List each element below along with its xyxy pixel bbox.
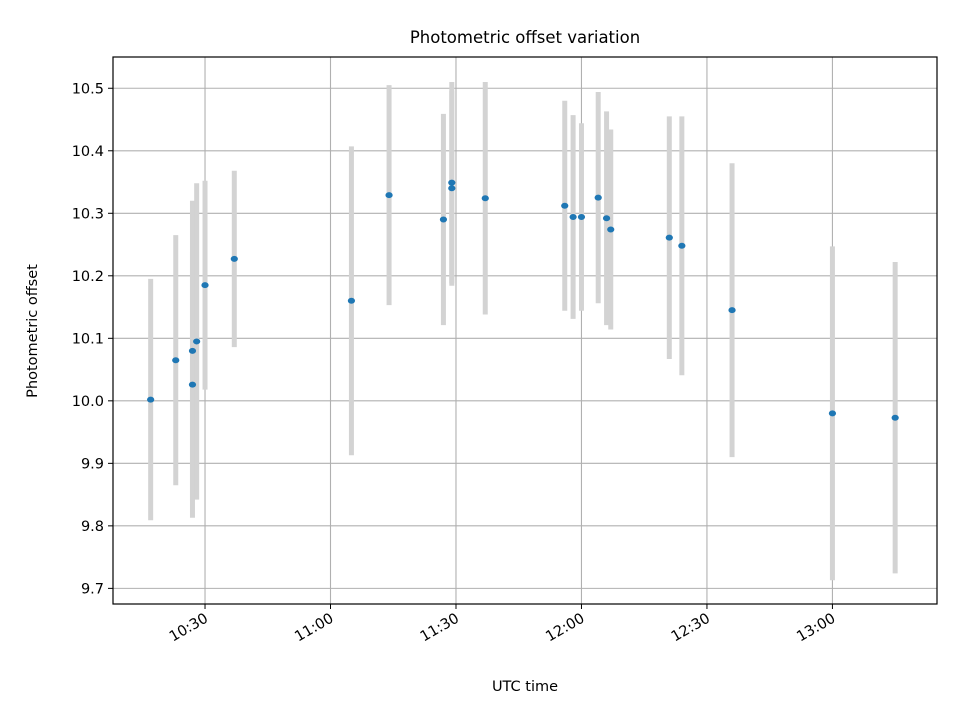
y-tick-label: 10.0 xyxy=(72,394,104,410)
x-axis-label: UTC time xyxy=(492,679,558,695)
y-axis-label: Photometric offset xyxy=(25,264,41,398)
data-point xyxy=(439,216,448,223)
y-tick-label: 9.8 xyxy=(81,519,104,535)
data-point xyxy=(665,234,673,241)
data-point xyxy=(188,347,197,354)
data-point xyxy=(481,195,489,202)
data-point xyxy=(891,414,899,421)
y-tick-label: 10.4 xyxy=(72,144,104,160)
data-point xyxy=(728,307,736,314)
data-point xyxy=(385,192,393,199)
data-point xyxy=(147,396,155,403)
plot-frame xyxy=(112,56,938,605)
y-tick-label: 9.9 xyxy=(81,456,104,472)
y-tick-label: 9.7 xyxy=(81,581,104,597)
data-point xyxy=(678,242,686,249)
data-point xyxy=(602,215,611,222)
data-point xyxy=(828,410,837,417)
chart-title: Photometric offset variation xyxy=(410,28,640,47)
data-point xyxy=(201,282,209,289)
data-point xyxy=(448,185,456,192)
data-point xyxy=(448,179,456,186)
y-tick-label: 10.3 xyxy=(72,206,104,222)
data-point xyxy=(561,202,569,209)
y-tick-label: 10.5 xyxy=(72,81,104,97)
data-point xyxy=(569,214,577,221)
data-point xyxy=(594,194,602,201)
data-points xyxy=(147,179,899,421)
data-point xyxy=(607,226,615,233)
data-point xyxy=(347,297,356,304)
data-point xyxy=(193,338,201,345)
y-tick-label: 10.2 xyxy=(72,269,104,285)
data-point xyxy=(172,357,180,364)
data-point xyxy=(577,214,586,221)
y-tick-label: 10.1 xyxy=(72,331,104,347)
data-point xyxy=(188,381,197,388)
data-point xyxy=(230,255,238,262)
y-axis-ticks: 9.7 9.8 9.9 10.0 10.1 10.2 10.3 10.4 10.5 xyxy=(72,81,113,597)
